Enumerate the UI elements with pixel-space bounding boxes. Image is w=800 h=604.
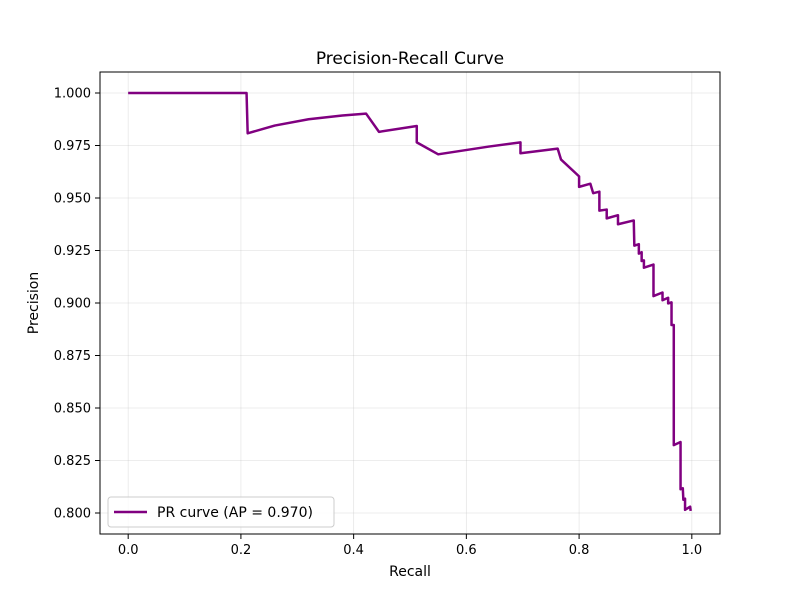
x-tick-label: 0.6: [456, 543, 477, 558]
y-tick-label: 0.825: [54, 454, 91, 469]
y-tick-label: 0.975: [54, 139, 91, 154]
plot-frame: [99, 71, 721, 535]
y-tick-label: 0.850: [54, 402, 91, 417]
pr-curve-line: [128, 91, 692, 512]
y-tick-label: 0.875: [54, 349, 91, 364]
x-tick-label: 0.2: [231, 543, 252, 558]
y-tick-label: 0.925: [54, 244, 91, 259]
legend-label: PR curve (AP = 0.970): [157, 505, 313, 521]
y-axis-label: Precision: [26, 272, 42, 334]
x-tick-label: 0.4: [343, 543, 364, 558]
legend-box: [107, 496, 335, 528]
x-ticks: 0.0 0.2 0.4 0.6 0.8 1.0: [118, 534, 702, 558]
x-tick-label: 1.0: [681, 543, 702, 558]
legend: PR curve (AP = 0.970): [107, 496, 335, 528]
x-tick-label: 0.8: [569, 543, 590, 558]
series-layer: [128, 91, 692, 512]
x-axis-label: Recall: [389, 564, 431, 580]
y-tick-label: 0.900: [54, 297, 91, 312]
y-tick-label: 0.800: [54, 507, 91, 522]
y-ticks: 0.800 0.825 0.850 0.875 0.900 0.925 0.950 0.975…: [54, 87, 100, 522]
grid: [100, 72, 720, 534]
x-tick-label: 0.0: [118, 543, 139, 558]
chart-title: Precision-Recall Curve: [316, 49, 504, 69]
plot-area: [100, 72, 720, 534]
y-tick-label: 1.000: [54, 87, 91, 102]
y-tick-label: 0.950: [54, 192, 91, 207]
